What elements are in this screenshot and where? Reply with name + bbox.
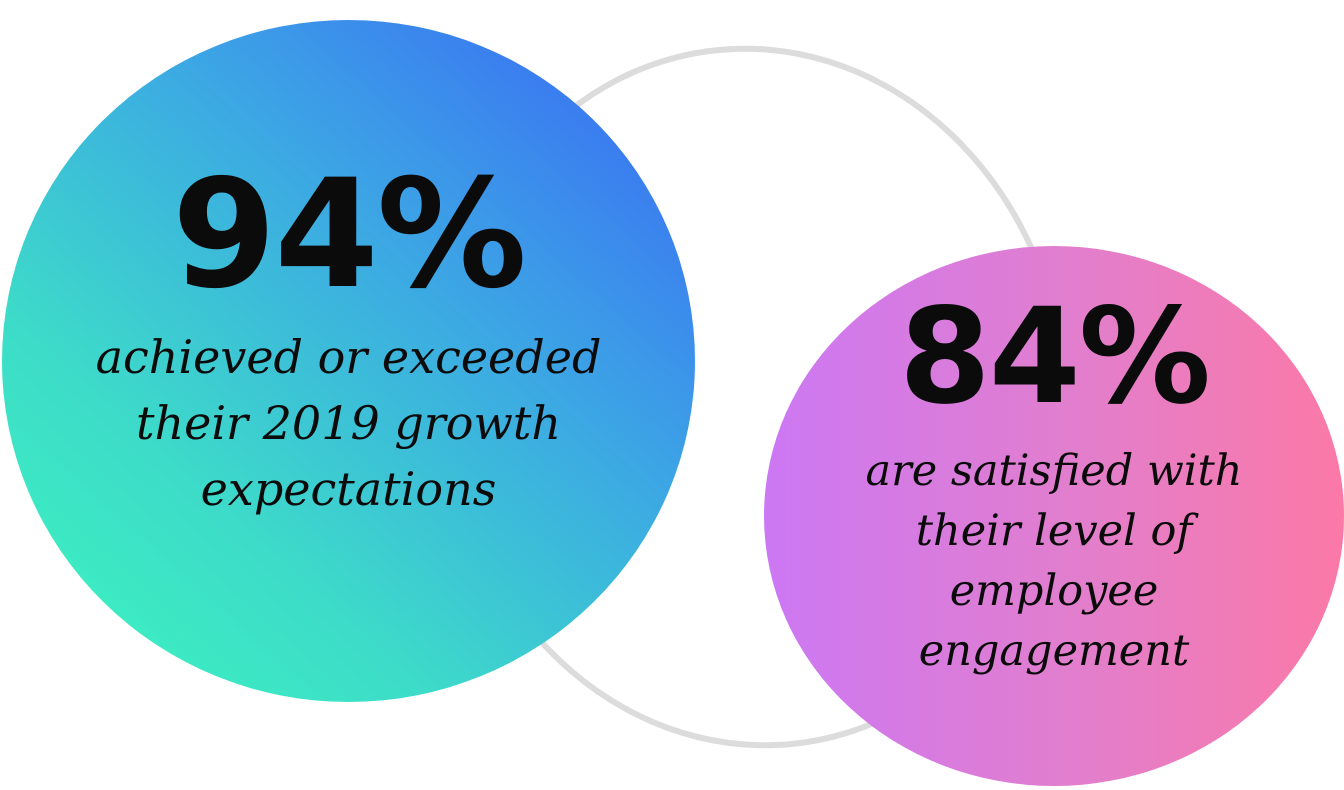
stat-circle-growth: 94% achieved or exceeded their 2019 grow… bbox=[2, 20, 695, 702]
stat-description-growth: achieved or exceeded their 2019 growth e… bbox=[95, 330, 602, 516]
stat-circle-engagement: 84% are satisfied with their level of em… bbox=[764, 246, 1344, 786]
stat-description-engagement: are satisfied with their level of employ… bbox=[865, 446, 1243, 676]
stat-value-engagement: 84% bbox=[899, 280, 1211, 434]
stat-value-growth: 94% bbox=[171, 148, 527, 322]
